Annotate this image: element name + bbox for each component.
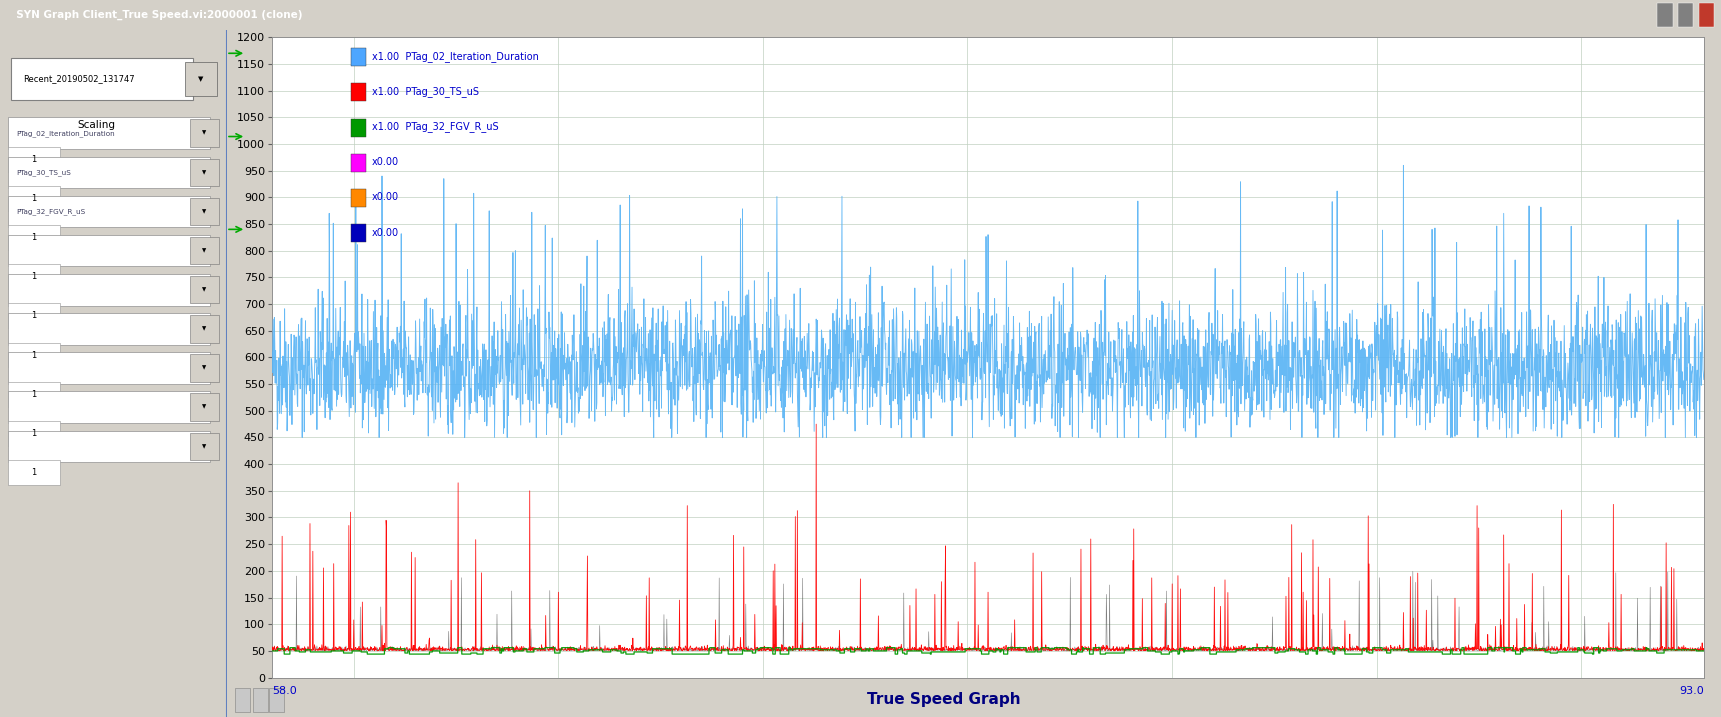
Text: ▼: ▼ [203, 366, 207, 371]
FancyBboxPatch shape [9, 313, 210, 345]
FancyBboxPatch shape [189, 237, 219, 265]
Text: ▼: ▼ [203, 248, 207, 253]
FancyBboxPatch shape [9, 265, 60, 289]
Text: 1: 1 [31, 272, 36, 281]
Text: SYN Graph Client_True Speed.vi:2000001 (clone): SYN Graph Client_True Speed.vi:2000001 (… [9, 10, 303, 20]
Text: 1: 1 [31, 233, 36, 242]
FancyBboxPatch shape [189, 394, 219, 421]
Text: ▼: ▼ [198, 76, 203, 82]
Bar [253, 688, 267, 712]
Bar [351, 83, 367, 101]
FancyBboxPatch shape [9, 352, 210, 384]
Text: ▼: ▼ [203, 326, 207, 331]
FancyBboxPatch shape [189, 315, 219, 343]
Text: 1: 1 [31, 389, 36, 399]
Text: x0.00: x0.00 [372, 157, 399, 167]
Text: ▼: ▼ [203, 170, 207, 175]
Text: ▼: ▼ [203, 404, 207, 409]
Bar [268, 688, 284, 712]
FancyBboxPatch shape [189, 120, 219, 147]
FancyBboxPatch shape [189, 432, 219, 460]
FancyBboxPatch shape [189, 158, 219, 186]
Bar [1699, 3, 1714, 27]
Bar [234, 688, 250, 712]
Text: PTag_02_Iteration_Duration: PTag_02_Iteration_Duration [15, 130, 115, 136]
Text: 1: 1 [31, 468, 36, 477]
FancyBboxPatch shape [9, 147, 60, 171]
Text: 1: 1 [31, 351, 36, 359]
Text: True Speed Graph: True Speed Graph [867, 693, 1021, 707]
FancyBboxPatch shape [186, 62, 217, 96]
Text: x0.00: x0.00 [372, 227, 399, 237]
FancyBboxPatch shape [9, 196, 210, 227]
Text: ▼: ▼ [203, 288, 207, 293]
FancyBboxPatch shape [9, 156, 210, 188]
FancyBboxPatch shape [12, 57, 193, 100]
FancyBboxPatch shape [9, 381, 60, 407]
FancyBboxPatch shape [9, 234, 210, 267]
FancyBboxPatch shape [9, 431, 210, 462]
FancyBboxPatch shape [189, 276, 219, 303]
Bar [351, 154, 367, 172]
FancyBboxPatch shape [9, 225, 60, 250]
Text: PTag_32_FGV_R_uS: PTag_32_FGV_R_uS [15, 208, 84, 215]
Text: x1.00  PTag_32_FGV_R_uS: x1.00 PTag_32_FGV_R_uS [372, 121, 499, 133]
Text: x0.00: x0.00 [372, 192, 399, 202]
Text: 1: 1 [31, 155, 36, 163]
Bar [351, 118, 367, 136]
Text: ▼: ▼ [203, 209, 207, 214]
Bar [1657, 3, 1673, 27]
FancyBboxPatch shape [9, 343, 60, 367]
FancyBboxPatch shape [9, 186, 60, 211]
FancyBboxPatch shape [9, 303, 60, 328]
FancyBboxPatch shape [9, 118, 210, 149]
Text: PTag_30_TS_uS: PTag_30_TS_uS [15, 169, 71, 176]
Text: Scaling: Scaling [77, 120, 115, 130]
Bar [1678, 3, 1693, 27]
Text: 1: 1 [31, 194, 36, 203]
Text: ▼: ▼ [203, 130, 207, 136]
FancyBboxPatch shape [189, 198, 219, 225]
Text: Recent_20190502_131747: Recent_20190502_131747 [22, 75, 134, 83]
Text: x1.00  PTag_30_TS_uS: x1.00 PTag_30_TS_uS [372, 86, 478, 98]
Text: x1.00  PTag_02_Iteration_Duration: x1.00 PTag_02_Iteration_Duration [372, 51, 539, 62]
Text: 93.0: 93.0 [1680, 686, 1704, 696]
Text: 1: 1 [31, 429, 36, 438]
FancyBboxPatch shape [9, 460, 60, 485]
Bar [351, 48, 367, 66]
FancyBboxPatch shape [9, 274, 210, 305]
Bar [351, 189, 367, 207]
Text: 1: 1 [31, 311, 36, 320]
FancyBboxPatch shape [9, 421, 60, 446]
Bar [351, 224, 367, 242]
Text: ▼: ▼ [203, 444, 207, 449]
Text: 58.0: 58.0 [272, 686, 296, 696]
FancyBboxPatch shape [9, 391, 210, 423]
FancyBboxPatch shape [189, 354, 219, 381]
